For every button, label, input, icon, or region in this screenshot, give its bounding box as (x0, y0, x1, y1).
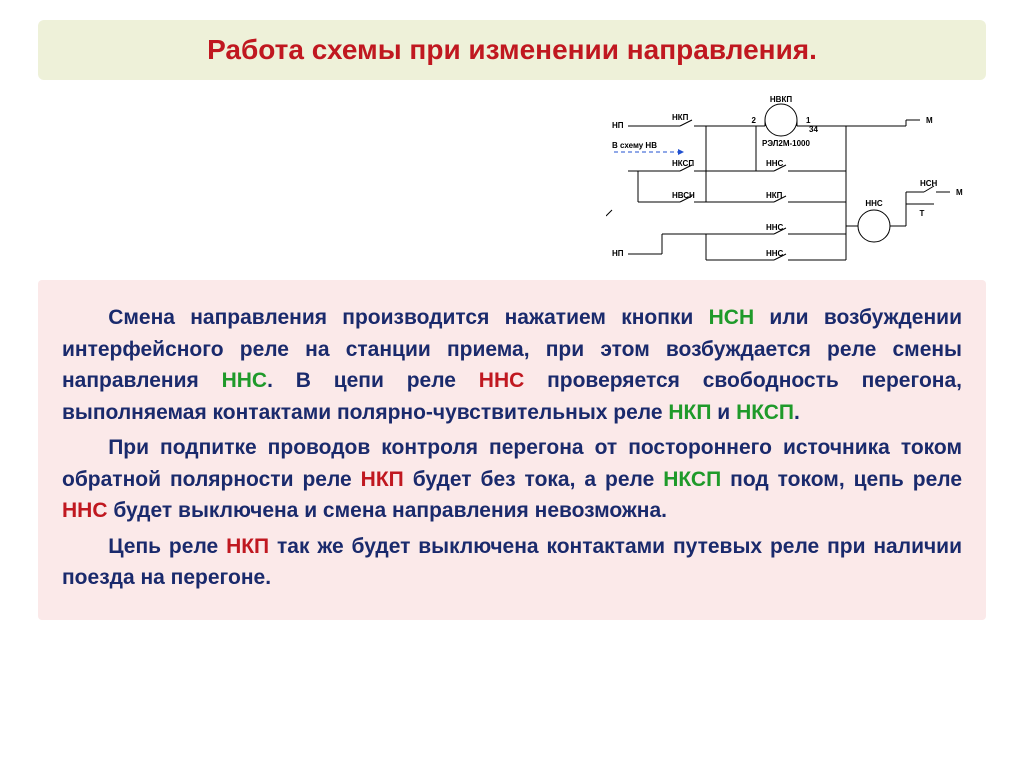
svg-text:М: М (926, 116, 933, 125)
keyword: НКП (361, 468, 404, 491)
svg-text:РЭЛ2М-1000: РЭЛ2М-1000 (762, 139, 810, 148)
paragraph: Цепь реле НКП так же будет выключена кон… (62, 531, 962, 594)
text-run: под током, цепь реле (721, 468, 962, 491)
paragraph: При подпитке проводов контроля перегона … (62, 432, 962, 527)
svg-text:НП: НП (612, 121, 624, 130)
paragraph: Смена направления производится нажатием … (62, 302, 962, 428)
svg-text:Т: Т (920, 209, 925, 218)
svg-text:М: М (956, 188, 963, 197)
relay-schematic: НПНКПНВКП2134РЭЛ2М-1000МВ схему НВНКСПНН… (606, 96, 966, 281)
svg-text:НКСП: НКСП (672, 159, 694, 168)
svg-text:2: 2 (752, 116, 757, 125)
svg-text:НСН: НСН (920, 179, 938, 188)
keyword: ННС (222, 369, 268, 392)
keyword: ННС (62, 499, 108, 522)
text-run: будет выключена и смена направления нево… (108, 499, 668, 522)
svg-text:ННС: ННС (865, 199, 883, 208)
text-run: будет без тока, а реле (404, 468, 663, 491)
text-run: . В цепи реле (267, 369, 479, 392)
svg-text:НП: НП (612, 249, 624, 258)
svg-text:НКП: НКП (672, 113, 689, 122)
text-run: . (794, 401, 800, 424)
keyword: НКСП (736, 401, 794, 424)
keyword: НКП (668, 401, 711, 424)
page-title: Работа схемы при изменении направления. (38, 20, 986, 80)
keyword: ННС (479, 369, 525, 392)
text-run: Смена направления производится нажатием … (108, 306, 708, 329)
svg-text:ННС: ННС (766, 159, 784, 168)
keyword: НКСП (663, 468, 721, 491)
keyword: НСН (709, 306, 755, 329)
keyword: НКП (226, 535, 269, 558)
svg-text:НВСН: НВСН (672, 191, 695, 200)
text-run: и (711, 401, 736, 424)
explanatory-text: Смена направления производится нажатием … (38, 280, 986, 620)
text-run: Цепь реле (108, 535, 226, 558)
svg-text:1: 1 (806, 116, 811, 125)
svg-text:НВКП: НВКП (770, 96, 792, 104)
svg-text:В схему НВ: В схему НВ (612, 141, 657, 150)
